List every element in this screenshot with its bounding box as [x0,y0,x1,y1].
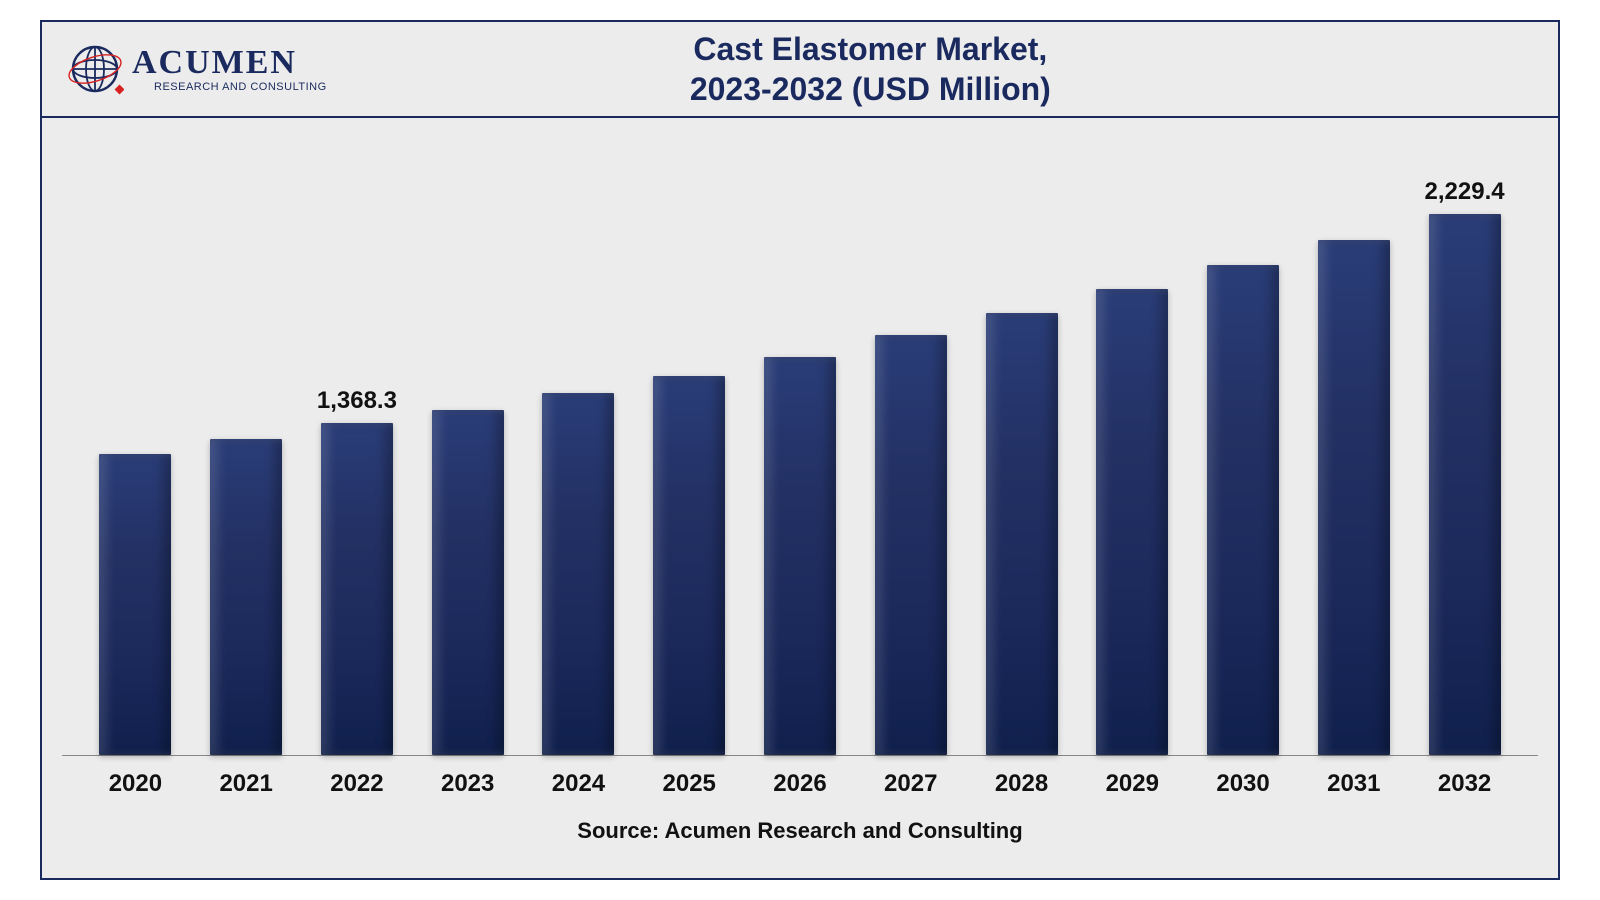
x-tick: 2031 [1298,770,1409,798]
chart-title: Cast Elastomer Market, 2023-2032 (USD Mi… [327,29,1534,109]
bar-slot: 1,368.3 [302,148,413,755]
x-tick: 2021 [191,770,302,798]
bar [1207,265,1279,755]
bar-slot [634,148,745,755]
bar [432,410,504,755]
bar [542,393,614,755]
x-axis: 2020202120222023202420252026202720282029… [62,762,1538,798]
x-tick: 2030 [1188,770,1299,798]
x-tick: 2020 [80,770,191,798]
header: ACUMEN RESEARCH AND CONSULTING Cast Elas… [42,22,1558,118]
bar [210,439,282,755]
x-tick: 2023 [412,770,523,798]
bar [321,423,393,755]
logo-name: ACUMEN [132,46,327,80]
bar-slot [191,148,302,755]
x-tick: 2032 [1409,770,1520,798]
bar-slot [855,148,966,755]
bar [1096,289,1168,755]
bar-slot [745,148,856,755]
chart-body: 1,368.32,229.4 2020202120222023202420252… [42,118,1558,878]
globe-icon [66,40,124,98]
bar-slot [412,148,523,755]
bar [875,335,947,755]
bars-container: 1,368.3 2,229.4 [80,148,1520,755]
bar [653,376,725,755]
x-tick: 2026 [745,770,856,798]
x-tick: 2022 [302,770,413,798]
x-tick: 2025 [634,770,745,798]
bar-slot [1298,148,1409,755]
bar-slot [1077,148,1188,755]
x-tick: 2024 [523,770,634,798]
bar-value-label: 1,368.3 [317,387,397,415]
bar [1429,214,1501,755]
bar [1318,240,1390,755]
bar [99,454,171,755]
source-text: Source: Acumen Research and Consulting [62,798,1538,868]
bar-value-label: 2,229.4 [1425,178,1505,206]
bar-slot [966,148,1077,755]
x-tick: 2028 [966,770,1077,798]
bar-slot [80,148,191,755]
logo-text: ACUMEN RESEARCH AND CONSULTING [132,46,327,93]
chart-card: ACUMEN RESEARCH AND CONSULTING Cast Elas… [40,20,1560,880]
plot-area: 1,368.3 2,229.4 [62,148,1538,756]
bar-slot [1188,148,1299,755]
logo: ACUMEN RESEARCH AND CONSULTING [66,40,327,98]
bar [764,357,836,755]
bar [986,313,1058,755]
bar-slot [523,148,634,755]
x-tick: 2027 [855,770,966,798]
x-tick: 2029 [1077,770,1188,798]
bar-slot: 2,229.4 [1409,148,1520,755]
logo-tagline: RESEARCH AND CONSULTING [154,82,327,93]
title-line-1: Cast Elastomer Market, [327,29,1414,69]
title-line-2: 2023-2032 (USD Million) [327,69,1414,109]
